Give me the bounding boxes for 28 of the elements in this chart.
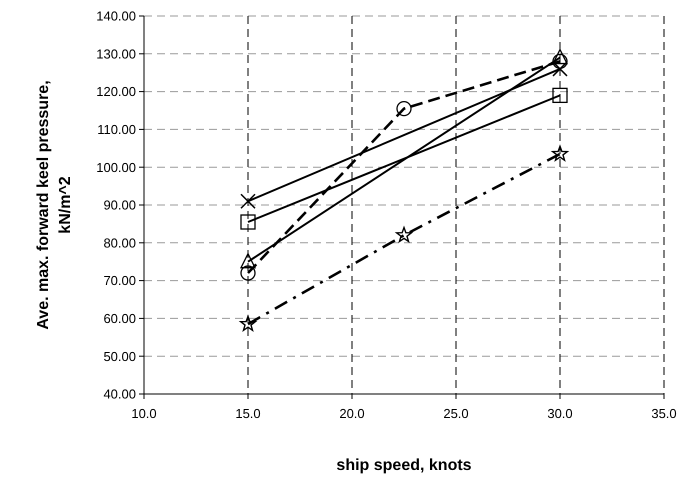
x-tick-label: 35.0 — [651, 406, 677, 421]
y-tick-label: 40.00 — [103, 386, 136, 402]
point — [240, 265, 256, 281]
point — [396, 100, 412, 116]
point — [240, 316, 256, 331]
x-tick-label: 25.0 — [443, 406, 469, 421]
point — [240, 193, 256, 209]
y-tick-label: 70.00 — [103, 273, 136, 288]
x-tick-label: 30.0 — [547, 406, 573, 421]
y-tick-label: 60.00 — [103, 310, 136, 326]
y-tick-label: 90.00 — [103, 198, 136, 213]
y-tick-label: 120.00 — [96, 84, 136, 100]
point — [552, 61, 568, 77]
x-axis-title: ship speed, knots — [336, 457, 472, 474]
y-tick-label: 110.00 — [97, 122, 136, 137]
point — [240, 214, 256, 230]
point — [396, 226, 412, 242]
x-tick-label: 10.0 — [131, 406, 157, 421]
point — [552, 88, 568, 104]
point — [552, 146, 568, 161]
y-tick-label: 130.00 — [96, 46, 136, 62]
y-tick-label: 140.00 — [96, 8, 136, 24]
y-tick-label: 100.00 — [96, 160, 136, 175]
y-tick-label: 50.00 — [103, 348, 136, 364]
y-axis-title: Ave. max. forward keel pressure, kN/m^2 — [35, 80, 74, 330]
x-tick-label: 20.0 — [339, 406, 365, 421]
y-tick-label: 80.00 — [103, 235, 136, 250]
x-tick-label: 15.0 — [235, 406, 261, 421]
